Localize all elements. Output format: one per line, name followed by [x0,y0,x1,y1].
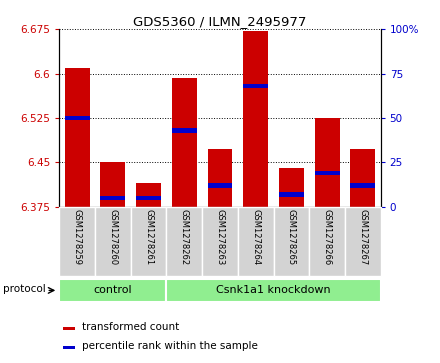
Bar [208,183,232,188]
Bar [315,118,340,207]
Bar [65,68,90,207]
Bar [62,346,76,349]
Text: GSM1278267: GSM1278267 [358,209,367,265]
Text: GSM1278264: GSM1278264 [251,209,260,265]
Bar [136,183,161,207]
Text: GSM1278260: GSM1278260 [108,209,117,265]
Bar [131,207,166,276]
Text: transformed count: transformed count [82,322,179,332]
Bar [243,84,268,88]
Bar [172,129,197,132]
Bar [136,196,161,200]
Bar [279,192,304,196]
Bar [65,116,90,120]
Text: protocol: protocol [3,284,46,294]
Bar [243,31,268,207]
Bar [100,162,125,207]
Bar [350,183,375,188]
Text: GSM1278265: GSM1278265 [287,209,296,265]
Bar [279,168,304,207]
Text: GSM1278262: GSM1278262 [180,209,189,265]
Bar [100,196,125,200]
Bar [166,207,202,276]
Bar [274,207,309,276]
Text: GSM1278259: GSM1278259 [73,209,82,265]
Bar [95,207,131,276]
Bar [166,279,381,302]
Bar [208,149,232,207]
Text: GSM1278261: GSM1278261 [144,209,153,265]
Bar [202,207,238,276]
Bar [62,327,76,330]
Text: GSM1278266: GSM1278266 [323,209,332,265]
Bar [238,207,274,276]
Bar [59,279,166,302]
Text: GSM1278263: GSM1278263 [216,209,224,265]
Bar [172,78,197,207]
Text: percentile rank within the sample: percentile rank within the sample [82,341,258,351]
Bar [315,171,340,175]
Bar [59,207,95,276]
Text: Csnk1a1 knockdown: Csnk1a1 knockdown [216,285,331,295]
Text: control: control [94,285,132,295]
Bar [350,150,375,207]
Bar [345,207,381,276]
Bar [309,207,345,276]
Title: GDS5360 / ILMN_2495977: GDS5360 / ILMN_2495977 [133,15,307,28]
